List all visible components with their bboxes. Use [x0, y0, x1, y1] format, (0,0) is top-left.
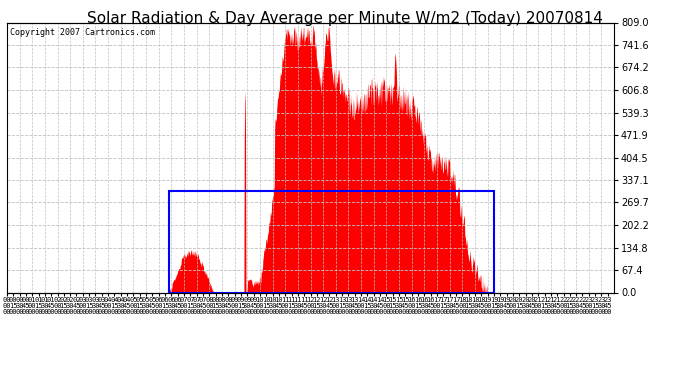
Text: Solar Radiation & Day Average per Minute W/m2 (Today) 20070814: Solar Radiation & Day Average per Minute… — [87, 11, 603, 26]
Text: Copyright 2007 Cartronics.com: Copyright 2007 Cartronics.com — [10, 28, 155, 37]
Bar — [169, 191, 494, 292]
